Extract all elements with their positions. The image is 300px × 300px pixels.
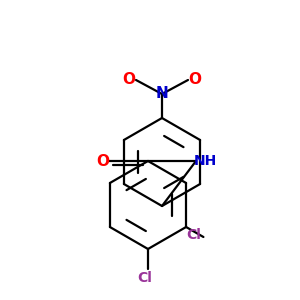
Text: O: O — [122, 73, 136, 88]
Text: O: O — [188, 73, 202, 88]
Text: O: O — [97, 154, 110, 169]
Text: NH: NH — [194, 154, 217, 168]
Text: Cl: Cl — [186, 228, 201, 242]
Text: N: N — [156, 86, 168, 101]
Text: Cl: Cl — [138, 271, 152, 285]
